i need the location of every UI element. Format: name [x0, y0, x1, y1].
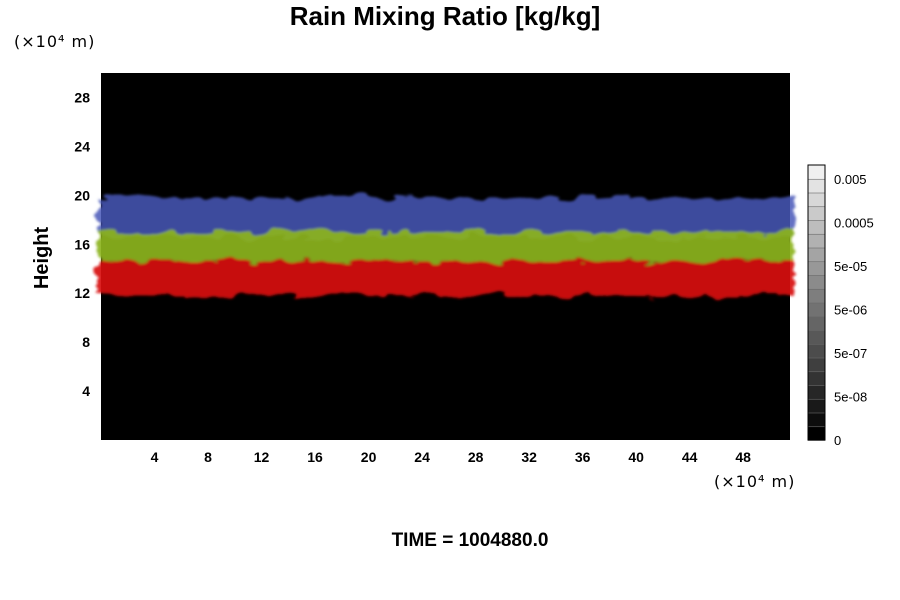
x-tick-label: 20 [361, 449, 377, 465]
colorbar-tick-label: 5e-08 [834, 390, 867, 405]
colorbar-level [807, 274, 826, 290]
colorbar [807, 164, 826, 441]
x-tick-label: 44 [682, 449, 698, 465]
x-tick-label: 4 [151, 449, 159, 465]
chart-title: Rain Mixing Ratio [kg/kg] [289, 1, 601, 31]
colorbar-level [807, 178, 826, 194]
y-tick-label: 28 [74, 89, 90, 105]
x-tick-label: 40 [628, 449, 644, 465]
colorbar-level [807, 398, 826, 414]
colorbar-frame [807, 164, 826, 441]
colorbar-tick-label: 0.0005 [834, 216, 874, 231]
colorbar-tick-label: 5e-05 [834, 259, 867, 274]
colorbar-level [807, 302, 826, 318]
band-blue [97, 197, 794, 237]
band-red [97, 261, 794, 296]
y-tick-label: 4 [82, 383, 90, 399]
colorbar-level [807, 288, 826, 304]
colorbar-level [807, 315, 826, 331]
x-tick-label: 48 [735, 449, 751, 465]
time-label: TIME = 1004880.0 [391, 530, 549, 551]
y-tick-label: 20 [74, 187, 90, 203]
y-tick-label: 24 [74, 138, 90, 154]
y-tick-labels: 4 8 12 16 20 24 28 [74, 89, 90, 399]
x-tick-label: 32 [521, 449, 537, 465]
x-tick-label: 12 [254, 449, 270, 465]
rain-bands [97, 197, 794, 296]
colorbar-level [807, 247, 826, 263]
colorbar-level [807, 425, 826, 441]
colorbar-level [807, 164, 826, 180]
x-tick-label: 28 [468, 449, 484, 465]
x-tick-label: 8 [204, 449, 212, 465]
x-tick-label: 24 [414, 449, 430, 465]
y-tick-label: 16 [74, 236, 90, 252]
colorbar-tick-label: 0 [834, 433, 841, 448]
colorbar-level [807, 370, 826, 386]
y-tick-label: 12 [74, 285, 90, 301]
colorbar-level [807, 205, 826, 221]
x-axis-unit: (×10⁴ m) [714, 472, 796, 491]
colorbar-level [807, 233, 826, 249]
colorbar-level [807, 260, 826, 276]
colorbar-tick-label: 5e-07 [834, 346, 867, 361]
band-green [97, 232, 794, 262]
x-tick-label: 16 [307, 449, 323, 465]
colorbar-tick-label: 5e-06 [834, 303, 867, 318]
colorbar-level [807, 329, 826, 345]
x-tick-labels: 4 8 12 16 20 24 28 32 36 40 44 48 [151, 449, 752, 465]
colorbar-level [807, 343, 826, 359]
colorbar-tick-labels: 0.005 0.0005 5e-05 5e-06 5e-07 5e-08 0 [834, 172, 874, 448]
colorbar-level [807, 412, 826, 428]
y-axis-unit: (×10⁴ m) [14, 32, 96, 51]
colorbar-level [807, 219, 826, 235]
x-tick-label: 36 [575, 449, 591, 465]
colorbar-level [807, 384, 826, 400]
y-tick-label: 8 [82, 334, 90, 350]
colorbar-level [807, 357, 826, 373]
colorbar-level [807, 192, 826, 208]
colorbar-tick-label: 0.005 [834, 172, 867, 187]
